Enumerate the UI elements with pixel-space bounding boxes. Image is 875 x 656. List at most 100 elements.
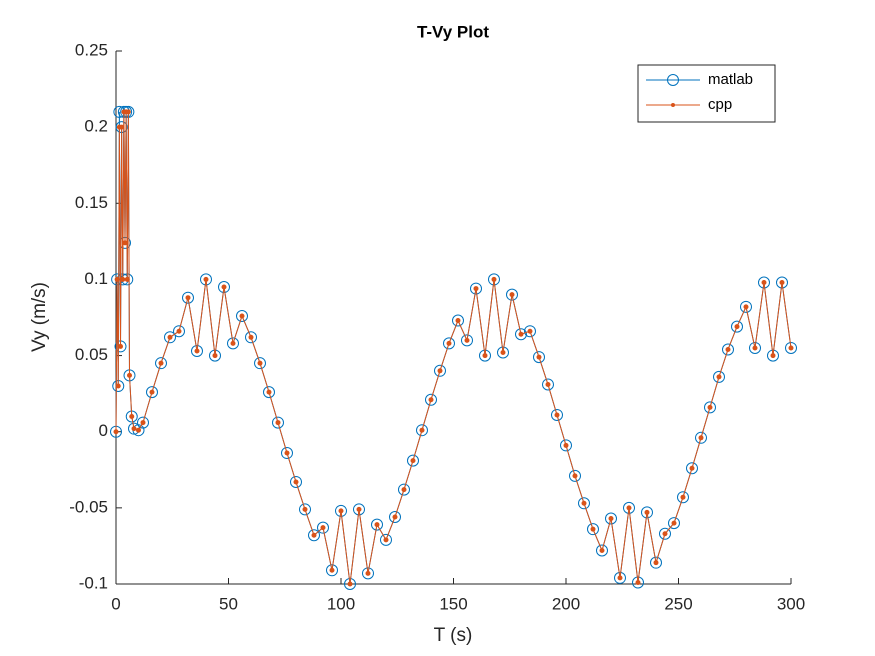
point-marker — [329, 567, 335, 573]
point-marker — [596, 544, 608, 557]
point-marker — [695, 431, 707, 444]
point-marker — [608, 516, 614, 522]
point-marker — [527, 328, 533, 334]
point-marker — [293, 479, 299, 485]
point-marker — [704, 401, 716, 414]
point-marker — [158, 360, 164, 366]
point-marker — [599, 547, 605, 553]
point-marker — [392, 514, 398, 520]
point-marker — [533, 351, 545, 364]
point-marker — [344, 578, 356, 590]
point-marker — [209, 349, 221, 362]
y-tick-label: 0 — [99, 421, 108, 440]
point-marker — [137, 416, 149, 429]
series-group — [113, 109, 794, 587]
y-axis-label: Vy (m/s) — [29, 282, 50, 352]
point-marker — [176, 328, 182, 334]
y-tick-label: 0.2 — [84, 117, 108, 136]
x-tick-label: 300 — [777, 594, 805, 613]
point-marker — [263, 386, 275, 399]
point-marker — [473, 286, 479, 292]
point-marker — [212, 353, 218, 359]
point-marker — [785, 341, 797, 354]
point-marker — [371, 518, 383, 531]
point-marker — [407, 454, 419, 467]
point-marker — [572, 473, 578, 479]
point-marker — [743, 304, 749, 310]
point-marker — [761, 279, 767, 285]
y-tick-label: 0.25 — [75, 40, 108, 59]
point-marker — [554, 412, 560, 418]
point-marker — [248, 334, 254, 340]
point-marker — [698, 435, 704, 441]
point-marker — [488, 273, 500, 286]
point-marker — [668, 517, 680, 530]
y-tick-label: -0.05 — [69, 497, 108, 516]
point-marker — [749, 341, 761, 354]
point-marker — [536, 354, 542, 360]
point-marker — [641, 506, 653, 519]
point-marker — [398, 483, 410, 496]
point-marker — [120, 276, 126, 282]
point-marker — [380, 533, 392, 546]
point-marker — [164, 331, 176, 344]
point-marker — [140, 420, 146, 426]
point-marker — [671, 520, 677, 526]
point-marker — [578, 497, 590, 510]
point-marker — [560, 439, 572, 452]
point-marker — [623, 501, 635, 514]
point-marker — [779, 279, 785, 285]
point-marker — [127, 372, 132, 378]
point-marker — [338, 508, 344, 514]
point-marker — [509, 292, 515, 298]
point-marker — [131, 426, 137, 432]
x-tick-label: 250 — [664, 594, 692, 613]
point-marker — [734, 324, 740, 330]
y-tick-label: 0.15 — [75, 193, 108, 212]
point-marker — [365, 570, 371, 576]
point-marker — [515, 328, 527, 341]
point-marker — [614, 571, 626, 584]
point-marker — [659, 527, 671, 540]
point-marker — [542, 378, 554, 391]
x-tick-label: 150 — [439, 594, 467, 613]
point-marker — [725, 346, 731, 352]
x-tick-label: 50 — [219, 594, 238, 613]
point-marker — [452, 314, 464, 327]
point-marker — [173, 325, 185, 338]
point-marker — [290, 475, 302, 488]
legend-box — [637, 64, 776, 123]
point-marker — [149, 389, 155, 395]
y-tick-label: 0.1 — [84, 269, 108, 288]
point-marker — [524, 325, 536, 338]
point-marker — [707, 404, 713, 410]
point-marker — [434, 364, 446, 377]
point-marker — [113, 429, 119, 435]
point-marker — [275, 420, 281, 426]
y-tick-label: 0.05 — [75, 345, 108, 364]
point-marker — [335, 504, 347, 517]
point-marker — [119, 124, 125, 130]
legend-label: cpp — [708, 96, 732, 113]
point-marker — [221, 284, 227, 290]
point-marker — [401, 487, 407, 493]
point-marker — [230, 340, 236, 346]
point-marker — [740, 300, 752, 313]
point-marker — [686, 462, 698, 475]
point-marker — [227, 337, 239, 350]
point-marker — [461, 334, 473, 347]
point-marker — [437, 368, 443, 374]
point-marker — [752, 345, 758, 351]
point-marker — [155, 357, 167, 370]
point-marker — [311, 532, 317, 538]
point-marker — [446, 340, 452, 346]
point-marker — [482, 353, 488, 359]
point-marker — [118, 343, 123, 349]
point-marker — [326, 564, 338, 577]
point-marker — [308, 529, 320, 542]
point-marker — [650, 556, 662, 569]
point-marker — [626, 505, 632, 511]
point-marker — [590, 526, 596, 532]
point-marker — [347, 581, 353, 587]
point-marker — [722, 343, 734, 356]
